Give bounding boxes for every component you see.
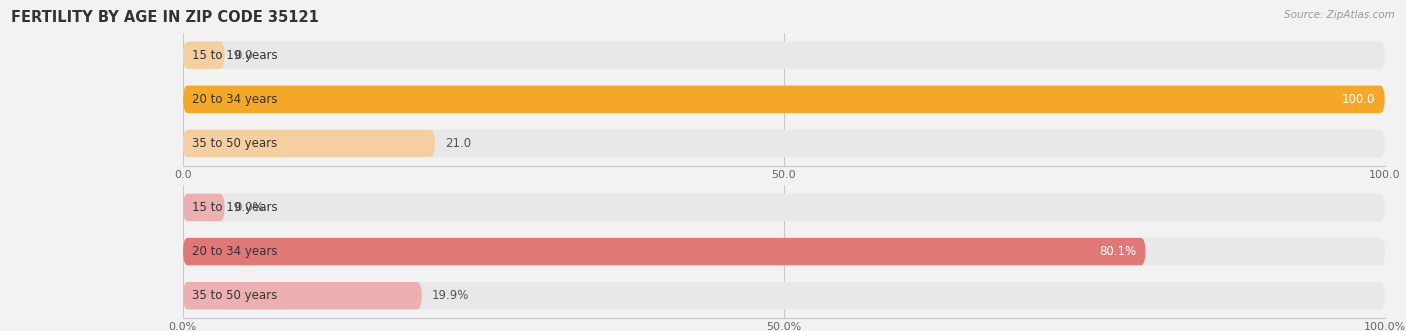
FancyBboxPatch shape	[183, 238, 1146, 265]
Text: 100.0: 100.0	[1341, 93, 1375, 106]
FancyBboxPatch shape	[183, 194, 225, 221]
Text: 15 to 19 years: 15 to 19 years	[193, 49, 278, 62]
FancyBboxPatch shape	[183, 41, 1385, 69]
FancyBboxPatch shape	[183, 130, 1385, 157]
Text: 0.0%: 0.0%	[235, 201, 264, 214]
FancyBboxPatch shape	[183, 86, 1385, 113]
Text: 20 to 34 years: 20 to 34 years	[193, 245, 278, 258]
FancyBboxPatch shape	[183, 41, 225, 69]
Text: FERTILITY BY AGE IN ZIP CODE 35121: FERTILITY BY AGE IN ZIP CODE 35121	[11, 10, 319, 25]
Text: 0.0: 0.0	[235, 49, 253, 62]
Text: 19.9%: 19.9%	[432, 289, 470, 302]
Text: 20 to 34 years: 20 to 34 years	[193, 93, 278, 106]
FancyBboxPatch shape	[183, 194, 1385, 221]
Text: 80.1%: 80.1%	[1099, 245, 1136, 258]
Text: 15 to 19 years: 15 to 19 years	[193, 201, 278, 214]
FancyBboxPatch shape	[183, 86, 1385, 113]
FancyBboxPatch shape	[183, 282, 1385, 309]
Text: 21.0: 21.0	[444, 137, 471, 150]
FancyBboxPatch shape	[183, 130, 436, 157]
Text: 35 to 50 years: 35 to 50 years	[193, 289, 277, 302]
FancyBboxPatch shape	[183, 282, 422, 309]
Text: Source: ZipAtlas.com: Source: ZipAtlas.com	[1284, 10, 1395, 20]
Text: 35 to 50 years: 35 to 50 years	[193, 137, 277, 150]
FancyBboxPatch shape	[183, 238, 1385, 265]
